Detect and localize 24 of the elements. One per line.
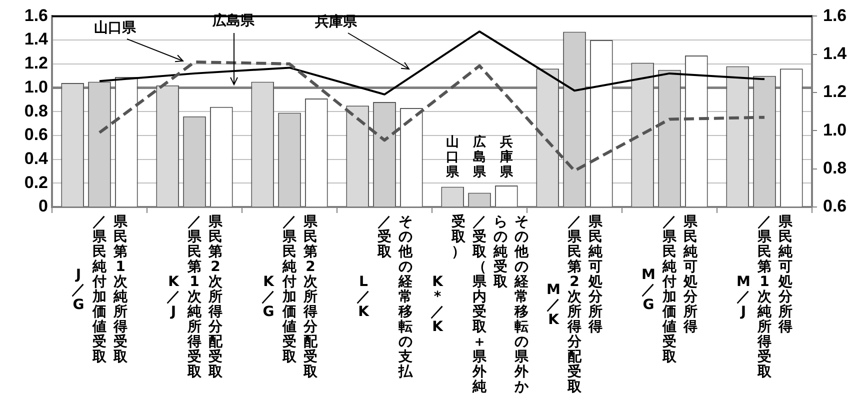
y-tick-label: 1.4 bbox=[24, 30, 49, 49]
category-label: 県民第2次所得分配受取／県民第1次純所得受取K／J bbox=[166, 214, 222, 380]
annotation: 山口県 bbox=[94, 19, 136, 38]
y2-tick-label: 0.8 bbox=[823, 158, 847, 178]
series-label: 兵庫県 bbox=[498, 134, 514, 180]
y-tick-label: 0.8 bbox=[24, 101, 48, 120]
y-tick-label: 0.2 bbox=[24, 172, 48, 192]
y2-tick-label: 1.6 bbox=[823, 6, 847, 25]
series-label: 山口県 bbox=[445, 134, 460, 180]
y2-tick-label: 1.0 bbox=[823, 120, 847, 140]
category-label: 県民第2次所得分配受取／県民純付加価値受取K／G bbox=[262, 214, 318, 380]
y2-tick-label: 1.4 bbox=[823, 44, 848, 64]
y2-tick-label: 0.6 bbox=[823, 196, 847, 216]
y-tick-label: 0 bbox=[38, 196, 48, 216]
y-tick-label: 0.4 bbox=[24, 148, 49, 168]
y-tick-label: 1.6 bbox=[24, 6, 48, 25]
y-tick-label: 1.2 bbox=[24, 54, 48, 73]
category-label: その他の経常移転の支払／受取L／K bbox=[356, 214, 412, 380]
y-tick-label: 1.0 bbox=[24, 77, 48, 96]
category-label: 県民純可処分所得／県民第1次純所得受取M／J bbox=[736, 214, 792, 380]
y-tick-label: 0.6 bbox=[24, 125, 48, 144]
y2-tick-label: 1.2 bbox=[823, 82, 847, 102]
category-label: その他の経常移転の県外からの純受取／受取（県内受取＋県外純受取）K*／K bbox=[430, 214, 528, 395]
series-label: 広島県 bbox=[472, 134, 487, 180]
